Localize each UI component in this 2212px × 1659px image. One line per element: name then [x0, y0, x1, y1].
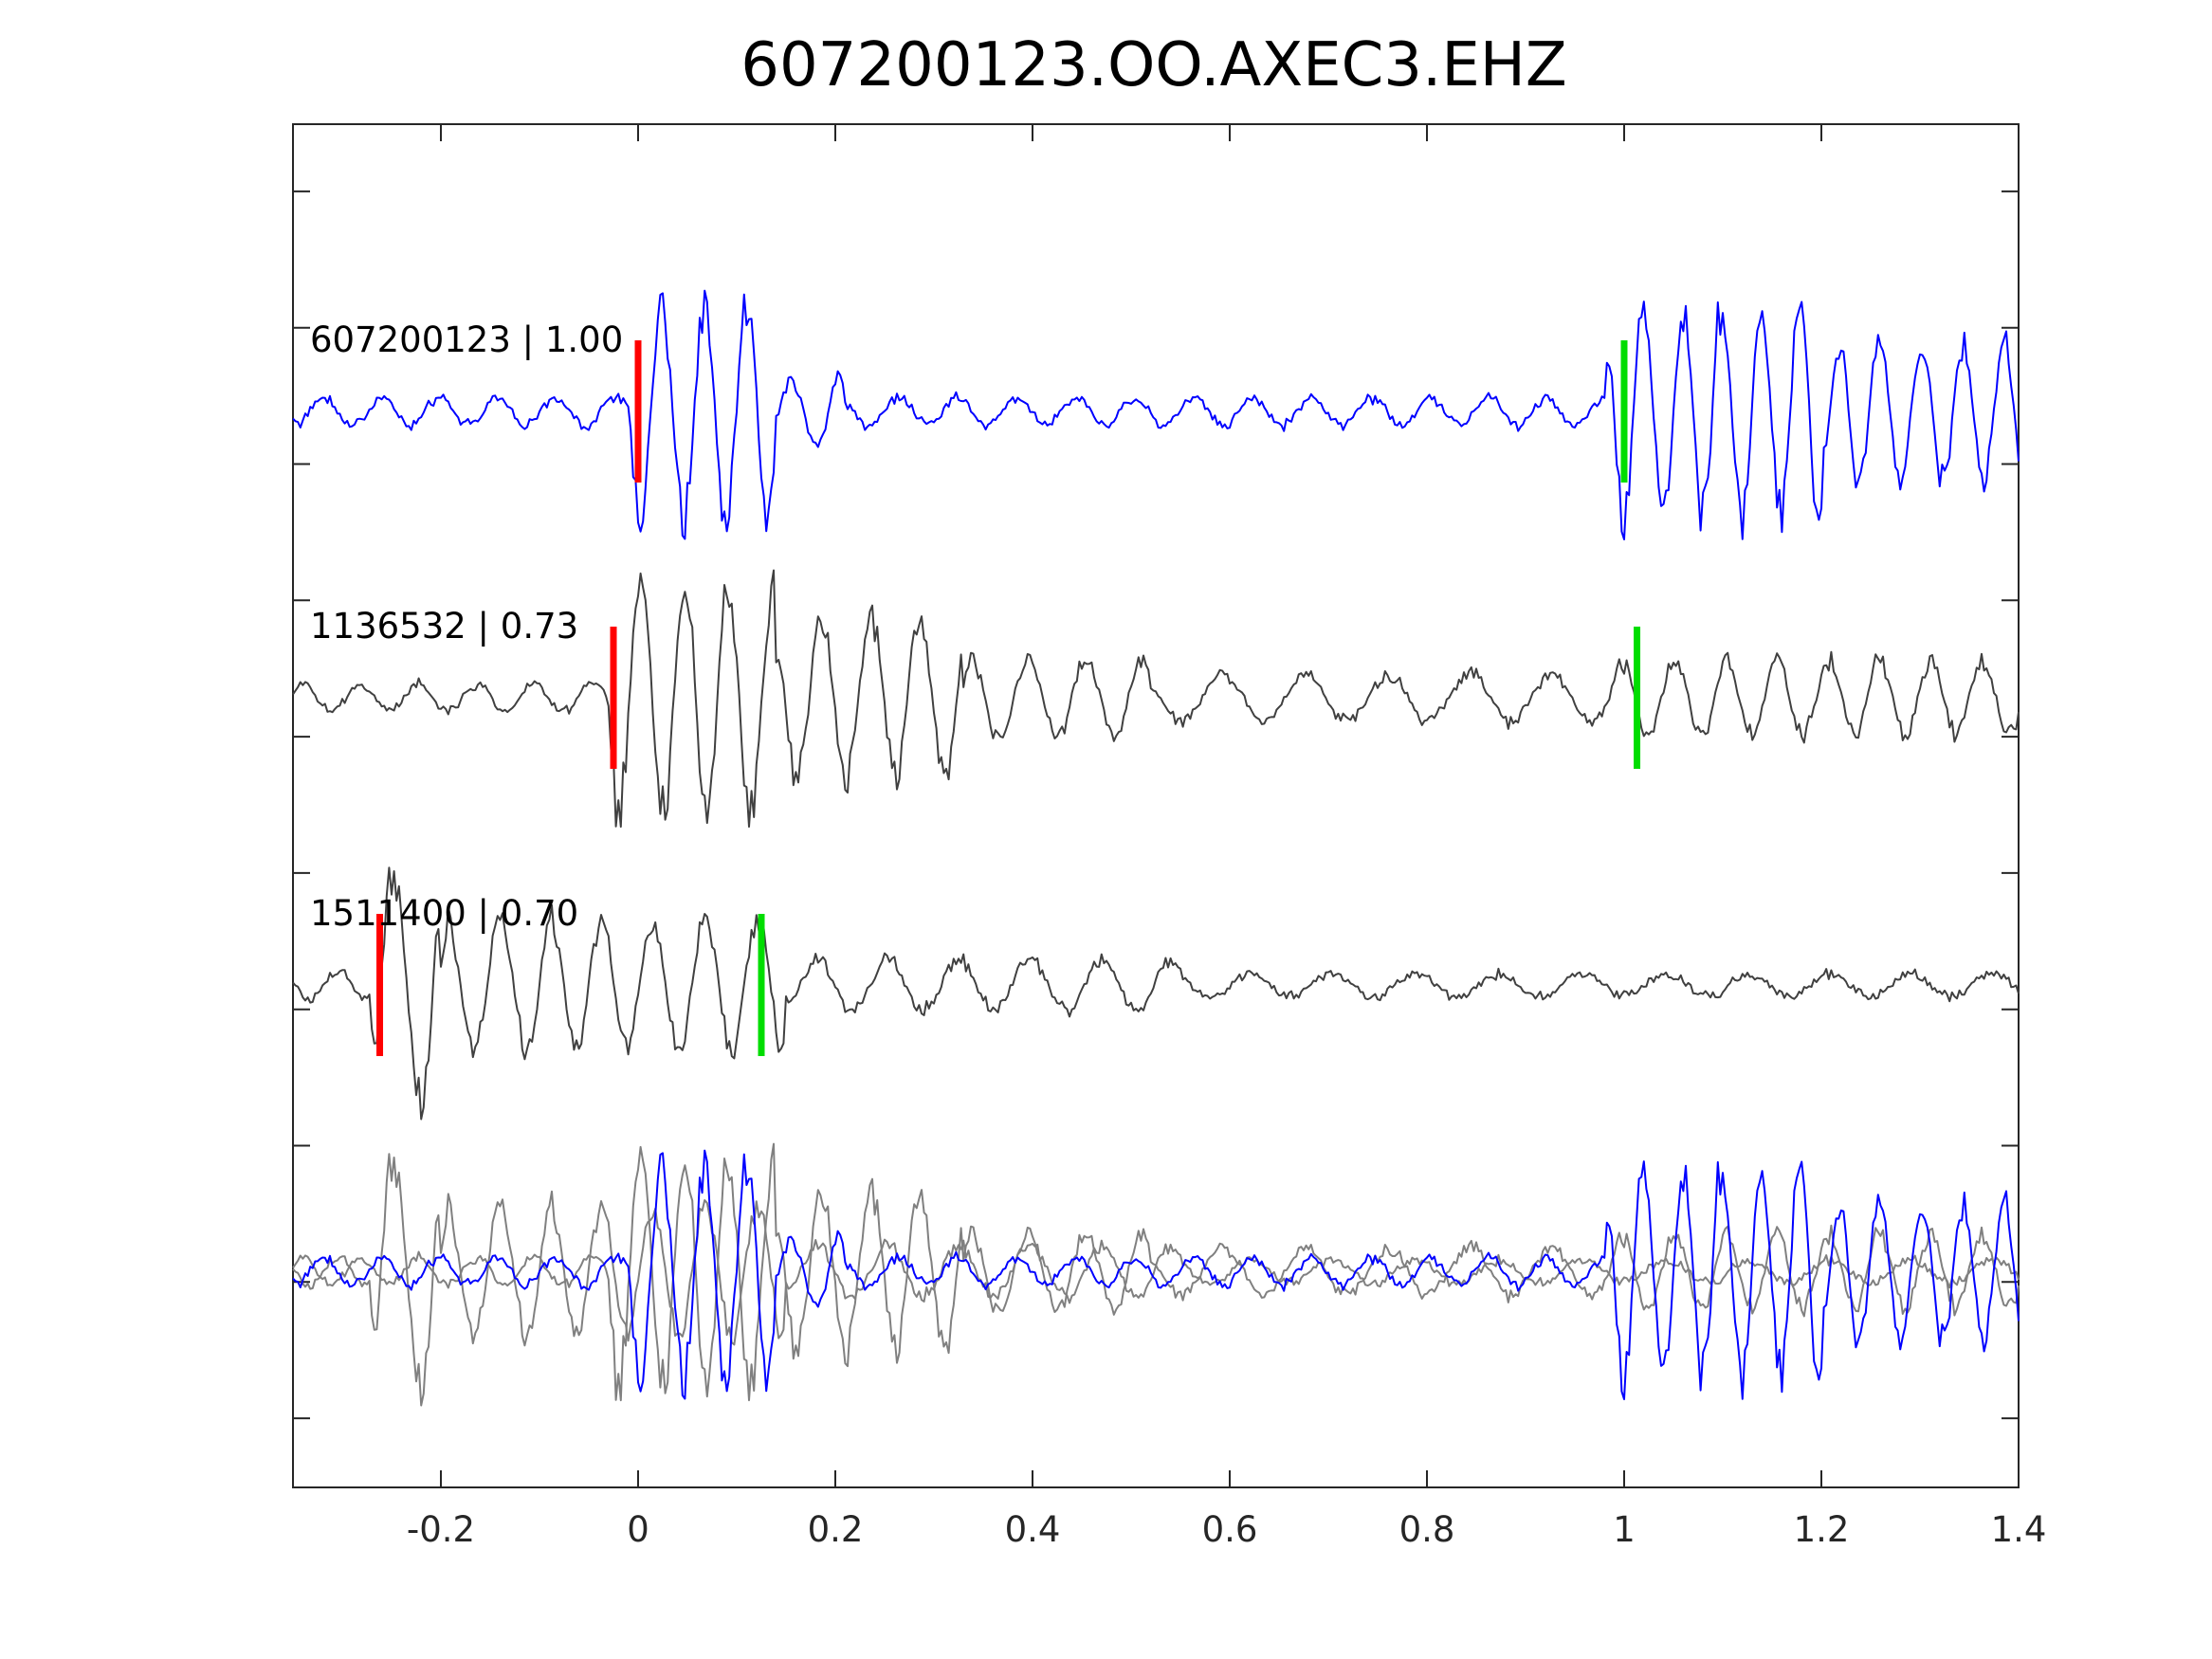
- overlay-traces: [292, 1142, 2020, 1407]
- x-tick-label: 0.6: [1202, 1509, 1258, 1550]
- waveform-trace-0: [292, 289, 2020, 540]
- trace-label-0: 607200123 | 1.00: [310, 319, 623, 360]
- phase-picks: [376, 340, 1641, 1056]
- x-tick-label: -0.2: [407, 1509, 475, 1550]
- axes-frame: [292, 123, 2020, 1488]
- x-tick-label: 0.4: [1005, 1509, 1061, 1550]
- trace-label-2: 1511400 | 0.70: [310, 893, 578, 934]
- x-tick-label: 1.4: [1991, 1509, 2047, 1550]
- waveform-traces: [292, 289, 2020, 1121]
- x-tick-label: 0: [627, 1509, 649, 1550]
- trace-label-1: 1136532 | 0.73: [310, 606, 578, 647]
- trace-labels: 607200123 | 1.00 1136532 | 0.73 1511400 | …: [310, 319, 623, 934]
- waveform-trace-1: [292, 569, 2020, 829]
- chart-title: 607200123.OO.AXEC3.EHZ: [740, 30, 1567, 100]
- overlay-trace-template: [292, 1149, 2020, 1400]
- x-tick-label: 0.8: [1399, 1509, 1455, 1550]
- x-tick-label: 1.2: [1794, 1509, 1850, 1550]
- y-ticks: [293, 190, 2019, 1420]
- x-tick-labels: -0.2 0 0.2 0.4 0.6 0.8 1 1.2 1.4: [407, 1509, 2047, 1550]
- x-tick-label: 0.2: [808, 1509, 864, 1550]
- x-ticks: [440, 124, 2020, 1487]
- x-tick-label: 1: [1613, 1509, 1636, 1550]
- waveform-trace-2: [292, 866, 2020, 1121]
